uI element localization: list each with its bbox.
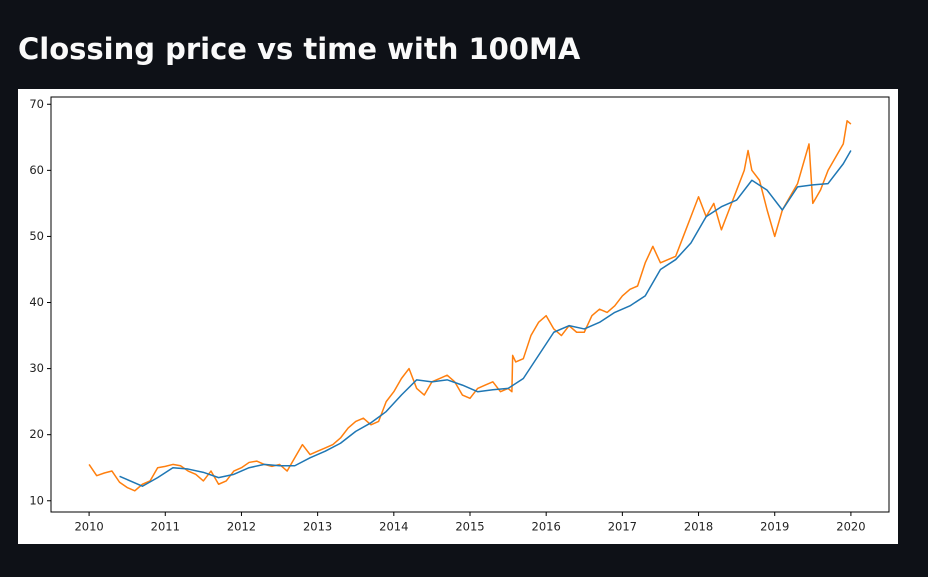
y-tick-label: 40	[29, 295, 44, 309]
x-tick-label: 2018	[684, 520, 713, 534]
y-tick-label: 70	[29, 97, 44, 111]
x-tick-label: 2011	[151, 520, 180, 534]
price-line	[88, 120, 852, 492]
y-tick-label: 60	[29, 163, 44, 177]
x-tick-label: 2015	[455, 520, 484, 534]
x-tick-label: 2014	[379, 520, 408, 534]
x-tick-label: 2020	[836, 520, 865, 534]
x-tick-label: 2013	[303, 520, 332, 534]
x-tick-label: 2010	[74, 520, 103, 534]
y-tick-label: 20	[29, 427, 44, 441]
x-tick-label: 2012	[227, 520, 256, 534]
y-tick-label: 10	[29, 493, 44, 507]
page-title: Clossing price vs time with 100MA	[18, 32, 581, 66]
y-tick-label: 30	[29, 361, 44, 375]
x-tick-label: 2019	[760, 520, 789, 534]
x-tick-label: 2017	[608, 520, 637, 534]
y-tick-label: 50	[29, 229, 44, 243]
x-tick-label: 2016	[532, 520, 561, 534]
price-line	[119, 150, 852, 487]
chart-image	[18, 89, 898, 544]
